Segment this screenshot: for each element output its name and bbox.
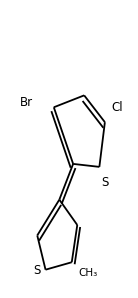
Text: S: S: [101, 176, 109, 189]
Text: CH₃: CH₃: [79, 268, 98, 278]
Text: S: S: [34, 264, 41, 277]
Text: Cl: Cl: [112, 101, 123, 114]
Text: Br: Br: [20, 96, 33, 109]
